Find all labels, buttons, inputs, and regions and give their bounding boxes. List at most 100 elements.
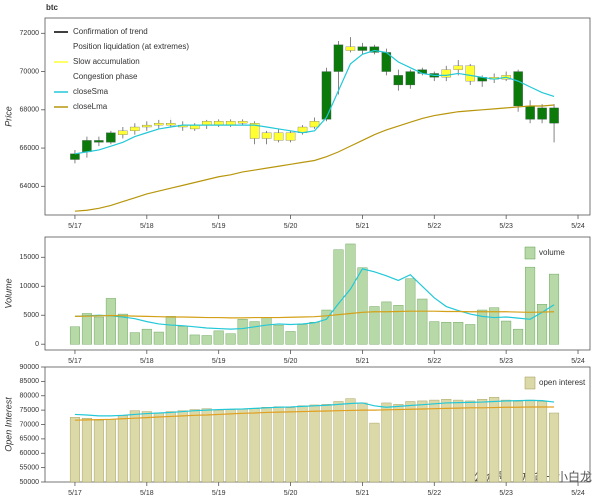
candle-body [118,130,128,135]
y-tick-label: 75000 [20,407,40,414]
candle-body [237,121,248,124]
sma-line [74,49,555,155]
bar [225,333,236,345]
bar [429,399,440,483]
chart-title: btc [46,3,59,12]
plot-frame [44,236,591,351]
y-tick-label: 70000 [20,421,40,428]
candle-body [142,124,152,128]
bar [501,320,512,345]
bar [285,407,296,483]
legend-box [50,24,210,120]
legend: Confirmation of trend Position liquidatio… [50,24,210,120]
legend-label: Confirmation of trend [73,27,148,36]
x-tick-label: 5/22 [427,223,441,230]
candle-body [154,123,164,126]
bar [453,321,464,345]
candle-body [166,123,176,126]
x-tick-label: 5/21 [356,223,370,230]
bar [513,401,524,483]
bar [489,307,500,345]
legend-label: open interest [539,378,586,387]
bar [273,324,284,345]
candle-body [309,121,320,128]
candle-body [106,132,116,143]
bar [321,404,332,483]
bar [345,398,356,483]
bar [429,321,440,345]
bar [213,409,224,483]
bar [105,419,116,483]
bar [225,409,236,483]
x-tick-label: 5/19 [212,223,226,230]
candle-body [549,107,559,124]
x-tick-label: 5/20 [284,490,298,497]
legend-label: closeLma [73,102,108,111]
x-tick-label: 5/24 [571,223,585,230]
candle-body [94,140,104,143]
bar [141,411,152,483]
bar [369,422,380,483]
bar [69,326,80,345]
bar [465,324,476,345]
bar [417,298,428,345]
bar [201,335,212,345]
bar [381,402,392,483]
x-tick-label: 5/20 [284,358,298,365]
average-line [74,268,555,330]
legend-box [520,242,586,264]
average-line [74,310,555,319]
bar [321,309,332,345]
legend-label: volume [539,248,565,257]
bar [297,324,308,345]
bar [69,417,80,483]
bar [81,313,92,345]
candle-body [525,105,535,120]
y-axis-label: Open Interest [3,397,13,452]
bar [309,404,320,483]
bar [249,321,260,345]
bar [525,399,536,483]
bar [357,267,368,345]
bar [513,328,524,345]
bar [261,407,272,483]
legend-swatch [524,376,536,390]
y-tick-label: 65000 [20,436,40,443]
bar [333,401,344,483]
legend-label: Congestion phase [73,72,138,81]
candle-body [441,69,451,78]
bar [129,332,140,345]
y-tick-label: 0 [35,341,39,348]
y-tick-label: 55000 [20,464,40,471]
bar [141,328,152,345]
bar [249,408,260,483]
bar [501,399,512,483]
bar [369,306,380,345]
bar [105,298,116,345]
plot-frame [44,17,591,216]
x-tick-label: 5/22 [427,490,441,497]
bar [81,417,92,483]
bar [177,410,188,483]
x-tick-label: 5/19 [212,358,226,365]
candle-body [405,71,416,86]
x-tick-label: 5/22 [427,358,441,365]
bar [153,331,164,345]
bar [165,316,176,345]
x-tick-label: 5/18 [140,358,154,365]
y-tick-label: 80000 [20,393,40,400]
bar [333,249,344,345]
bar [93,316,104,345]
bar [213,330,224,345]
candle-body [333,44,344,72]
legend-label: Position liquidation (at extremes) [73,42,189,51]
x-tick-label: 5/21 [356,490,370,497]
y-tick-label: 15000 [20,254,40,261]
y-tick-label: 5000 [23,312,39,319]
bar [417,400,428,483]
bar [453,399,464,483]
y-tick-label: 68000 [20,107,40,114]
bar [525,266,536,345]
average-line [74,399,555,417]
candle-body [321,71,332,120]
